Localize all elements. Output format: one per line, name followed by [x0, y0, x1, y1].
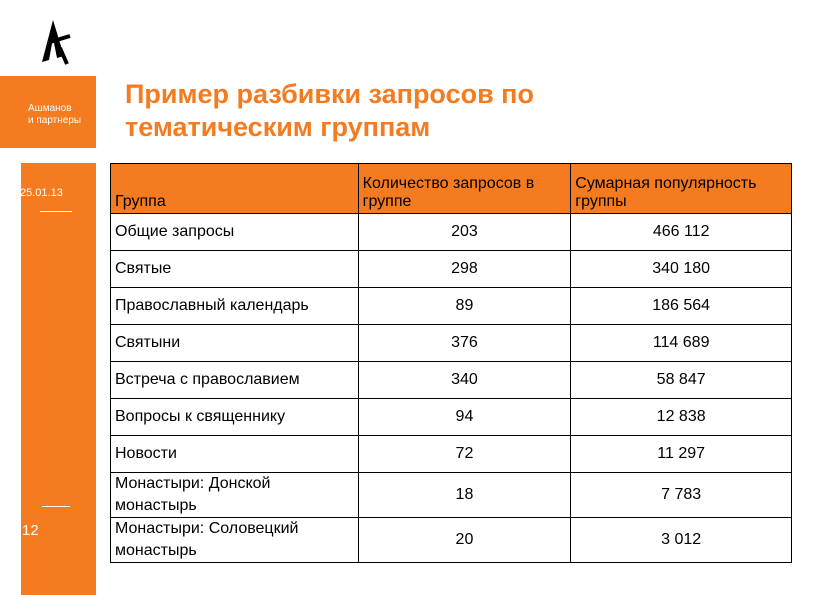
cell-count: 20	[357, 517, 572, 563]
table-row: Общие запросы 203 466 112	[110, 213, 792, 251]
table-row: Новости 72 11 297	[110, 435, 792, 473]
table-row: Встреча с православием 340 58 847	[110, 361, 792, 399]
cell-group: Святыни	[110, 324, 359, 362]
cell-count: 376	[357, 324, 572, 362]
cell-popularity: 3 012	[570, 517, 792, 563]
slide-date: 25.01.13	[20, 187, 63, 199]
brand-band	[0, 76, 96, 148]
cell-popularity: 466 112	[570, 213, 792, 251]
page-number-divider	[42, 506, 70, 507]
cell-group: Вопросы к священнику	[110, 398, 359, 436]
cell-group: Встреча с православием	[110, 361, 359, 399]
table-header-row: Группа Количество запросов в группе Сума…	[110, 163, 792, 214]
table-row: Православный календарь 89 186 564	[110, 287, 792, 325]
table-row: Монастыри: Донской монастырь 18 7 783	[110, 472, 792, 518]
cell-popularity: 11 297	[570, 435, 792, 473]
table-row: Святые 298 340 180	[110, 250, 792, 288]
cell-count: 94	[357, 398, 572, 436]
page-title: Пример разбивки запросов по тематическим…	[125, 79, 534, 142]
brand-name: Ашманов и партнеры	[28, 103, 82, 126]
cell-popularity: 340 180	[570, 250, 792, 288]
logo-icon	[42, 20, 71, 65]
table-row: Святыни 376 114 689	[110, 324, 792, 362]
cell-popularity: 7 783	[570, 472, 792, 518]
cell-popularity: 58 847	[570, 361, 792, 399]
sidebar: Ашманов и партнеры 25.01.13 12	[0, 0, 96, 595]
cell-count: 72	[357, 435, 572, 473]
groups-table: Группа Количество запросов в группе Сума…	[110, 163, 792, 563]
cell-count: 340	[357, 361, 572, 399]
column-header-count: Количество запросов в группе	[357, 163, 572, 214]
table-row: Вопросы к священнику 94 12 838	[110, 398, 792, 436]
cell-group: Новости	[110, 435, 359, 473]
date-divider	[40, 211, 72, 212]
page-number: 12	[22, 522, 39, 539]
cell-popularity: 114 689	[570, 324, 792, 362]
cell-count: 298	[357, 250, 572, 288]
cell-count: 203	[357, 213, 572, 251]
cell-group: Общие запросы	[110, 213, 359, 251]
cell-group: Православный календарь	[110, 287, 359, 325]
cell-count: 18	[357, 472, 572, 518]
sidebar-strip	[21, 163, 96, 595]
cell-popularity: 12 838	[570, 398, 792, 436]
cell-group: Монастыри: Соловецкий монастырь	[110, 517, 359, 563]
cell-group: Святые	[110, 250, 359, 288]
cell-group: Монастыри: Донской монастырь	[110, 472, 359, 518]
column-header-popularity: Сумарная популярность группы	[570, 163, 792, 214]
table-row: Монастыри: Соловецкий монастырь 20 3 012	[110, 517, 792, 563]
cell-popularity: 186 564	[570, 287, 792, 325]
column-header-group: Группа	[110, 163, 359, 214]
cell-count: 89	[357, 287, 572, 325]
